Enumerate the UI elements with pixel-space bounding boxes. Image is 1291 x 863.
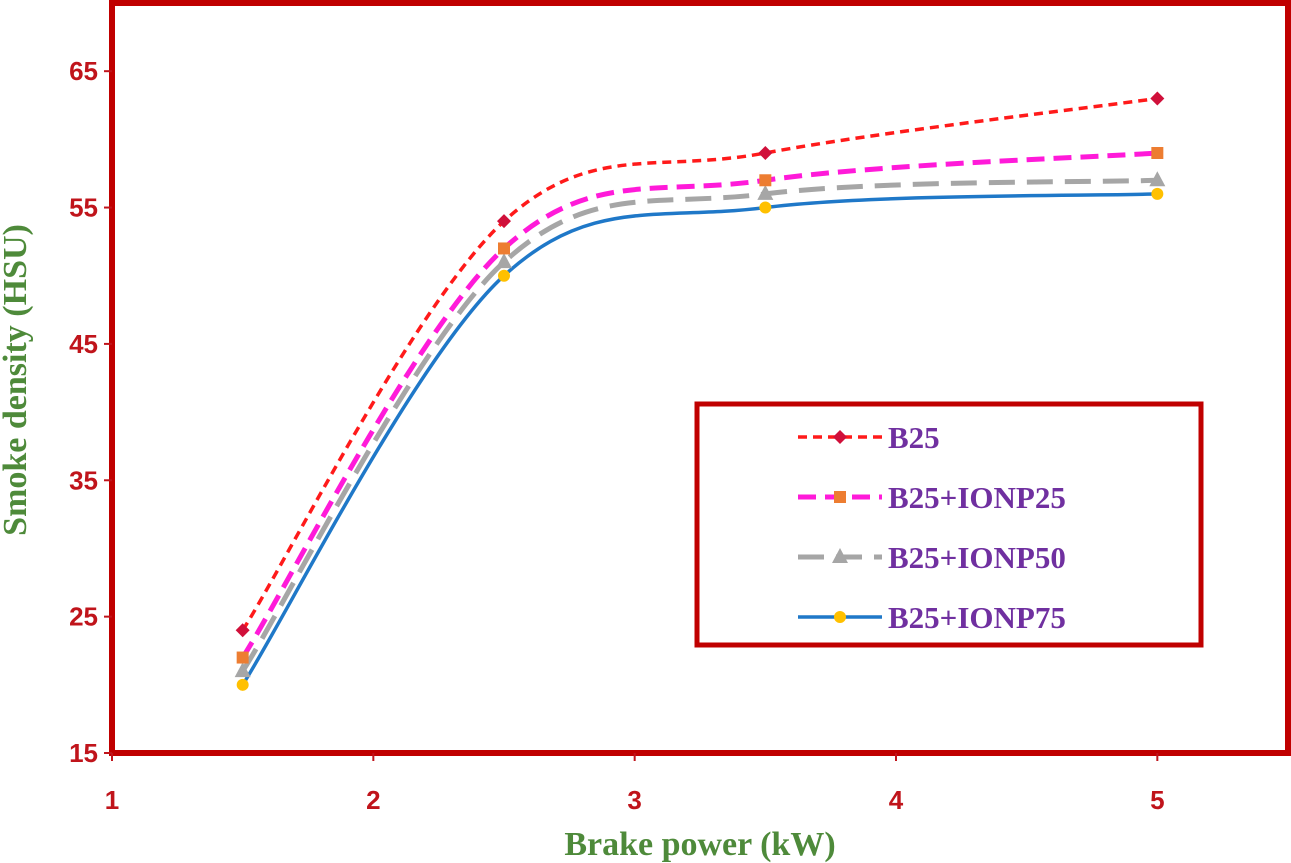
series-1-point-2 bbox=[759, 174, 772, 187]
series-2-point-3 bbox=[1149, 171, 1166, 187]
y-tick-label-15: 15 bbox=[69, 738, 98, 768]
series-line-0 bbox=[241, 96, 1158, 632]
x-tick-label-2: 2 bbox=[366, 785, 380, 815]
y-tick-label-65: 65 bbox=[69, 56, 98, 86]
x-tick-label-4: 4 bbox=[889, 785, 904, 815]
y-tick-label-55: 55 bbox=[69, 193, 98, 223]
y-tick-label-45: 45 bbox=[69, 329, 98, 359]
x-tick-label-5: 5 bbox=[1150, 785, 1164, 815]
series-3-point-2 bbox=[759, 201, 772, 214]
series-2-point-1 bbox=[496, 253, 512, 269]
series-0 bbox=[235, 91, 1165, 638]
series-3-point-3 bbox=[1151, 187, 1164, 200]
series-3-point-0 bbox=[236, 678, 249, 691]
series-0-point-0 bbox=[235, 623, 250, 638]
series-2 bbox=[234, 171, 1166, 678]
x-axis-title: Brake power (kW) bbox=[564, 826, 835, 863]
legend-label-3: B25+IONP75 bbox=[888, 600, 1066, 635]
series-0-point-1 bbox=[497, 214, 511, 229]
series-2-point-0 bbox=[234, 662, 251, 678]
series-0-point-3 bbox=[1150, 91, 1165, 106]
series-1-point-0 bbox=[236, 651, 249, 664]
series-2-point-2 bbox=[757, 184, 774, 200]
legend-box bbox=[694, 401, 1204, 648]
legend-marker-2 bbox=[832, 548, 848, 563]
y-tick-label-35: 35 bbox=[69, 465, 98, 495]
legend-label-1: B25+IONP25 bbox=[888, 480, 1066, 515]
legend-marker-1 bbox=[834, 491, 846, 503]
plot-frame bbox=[109, 0, 1291, 756]
legend-marker-3 bbox=[834, 611, 846, 623]
y-axis-title: Smoke density (HSU) bbox=[0, 224, 34, 536]
legend-marker-0 bbox=[833, 430, 847, 444]
legend: B25 B25+IONP25 B25+IONP50 B25+IONP75 bbox=[694, 401, 1204, 648]
series-line-3 bbox=[241, 192, 1158, 686]
series-layer bbox=[234, 91, 1166, 691]
series-1-point-1 bbox=[498, 242, 510, 255]
series-3 bbox=[236, 187, 1164, 691]
series-3-point-1 bbox=[498, 269, 510, 282]
series-0-point-2 bbox=[758, 146, 773, 160]
y-tick-label-25: 25 bbox=[69, 602, 98, 632]
legend-label-2: B25+IONP50 bbox=[888, 540, 1066, 575]
series-line-1 bbox=[240, 150, 1158, 659]
series-1 bbox=[236, 147, 1164, 664]
x-tick-label-1: 1 bbox=[105, 785, 119, 815]
legend-label-0: B25 bbox=[888, 420, 940, 455]
series-1-point-3 bbox=[1151, 147, 1164, 159]
series-line-2 bbox=[240, 177, 1158, 673]
x-tick-label-3: 3 bbox=[627, 785, 641, 815]
